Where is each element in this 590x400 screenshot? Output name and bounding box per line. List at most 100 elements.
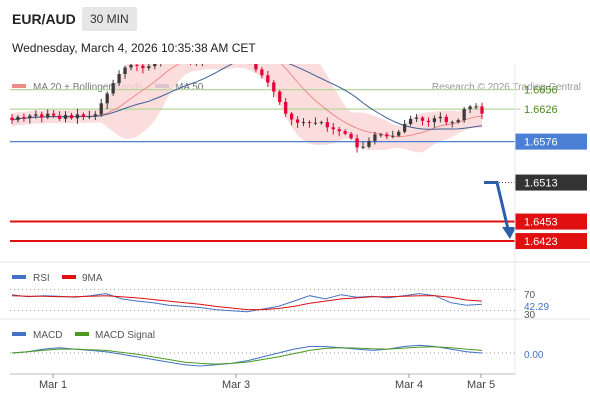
candle [307,120,312,128]
macd-legend-swatch [12,332,26,336]
candle [63,111,68,123]
interval-button[interactable]: 30 MIN [82,7,137,31]
rsi-legend-label: RSI [33,273,50,284]
macd-line [11,344,483,367]
9ma-line [11,295,483,311]
candle [34,110,38,119]
candle [379,132,383,138]
symbol-title: EUR/AUD [12,11,76,27]
last-price-value: 1.6513 [524,178,558,190]
candle [361,141,365,150]
copyright-label: Research © 2026 Trading Central [432,82,581,93]
candle [160,64,162,67]
ma50-legend-label: MA 50 [175,82,204,93]
macd-panel: MACD MACD Signal 0.00 [10,330,544,367]
candle [403,119,407,134]
candle [456,118,460,124]
candle [289,111,294,126]
candle [123,65,127,79]
level-label-resistance: 1.6626 [515,104,558,116]
ma20-legend-label: MA 20 + Bollinger Bands [33,82,143,93]
candle [337,126,341,137]
candle [105,91,109,110]
trading-chart: MA 20 + Bollinger Bands MA 50 Research ©… [0,64,590,391]
bollinger-band [12,64,482,153]
candle [201,64,203,67]
candle [129,64,133,71]
candle [40,111,44,123]
x-axis: Mar 1 Mar 3 Mar 4 Mar 5 [10,373,515,391]
candle [438,112,442,123]
rsi-panel: RSI 9MA 70 42.29 30 [10,273,549,321]
candle [313,117,318,126]
level-badge [515,133,587,150]
candle [93,111,97,121]
level-label-pivot: 1.6576 [515,133,587,150]
candle [195,64,197,66]
candle [408,115,413,126]
candle [272,79,276,98]
candle [331,122,335,135]
rsi-level-70: 70 [524,290,536,301]
candle [367,137,371,149]
candle [278,90,282,105]
candle [57,111,62,121]
candle [420,116,425,126]
candle [75,108,80,124]
candle [28,113,32,124]
candle [355,134,359,153]
candle [10,114,14,125]
candle [153,64,157,70]
chart-overlay: 1.6513 [484,174,587,240]
candle [22,113,26,122]
candle [301,118,306,127]
rsi-legend-swatch [12,275,26,279]
candle [99,98,103,117]
x-tick-label: Mar 5 [467,379,495,391]
candle [450,120,454,128]
level-value: 1.6576 [524,137,558,149]
x-tick-label: Mar 4 [395,379,423,391]
candle [373,131,377,145]
candle [147,64,151,71]
candle [397,129,401,138]
rsi-level-30: 30 [524,310,536,321]
candle [135,64,139,72]
price-levels: 1.6656 1.6626 1.6576 1.6453 1.6423 [10,85,587,250]
candle [16,115,20,123]
forecast-arrow-head [502,227,516,240]
candle [325,117,329,132]
level-value: 1.6453 [524,217,558,229]
candle [141,64,145,74]
candle [319,120,324,125]
rsi-value: 42.29 [524,302,549,313]
candle [284,97,288,117]
rsi-ma-legend-label: 9MA [82,273,103,284]
candle [391,130,395,139]
candle [385,132,389,140]
candle [52,110,56,118]
chart-header: EUR/AUD 30 MIN Wednesday, March 4, 2026 … [0,0,590,64]
candle [468,105,472,114]
macd-legend-label: MACD [33,330,62,341]
bollinger-band-area [12,64,482,153]
macd-value: 0.00 [524,350,544,361]
level-badge [515,213,587,230]
macd-signal-line [11,346,483,365]
last-price-badge [515,174,587,191]
candle [117,70,121,86]
x-tick-label: Mar 3 [222,379,250,391]
level-label-support: 1.6453 [515,213,587,230]
candle [432,115,437,128]
rsi-line [11,293,483,313]
level-value: 1.6626 [524,104,558,116]
candle [426,117,431,127]
forecast-arrow-line [484,181,510,230]
ma20-legend-swatch [12,84,26,88]
candle [414,114,419,123]
level-badge [515,233,587,250]
level-label-support: 1.6423 [515,233,587,250]
level-label-resistance: 1.6656 [515,85,558,97]
candle [295,116,300,129]
candle [81,112,86,121]
